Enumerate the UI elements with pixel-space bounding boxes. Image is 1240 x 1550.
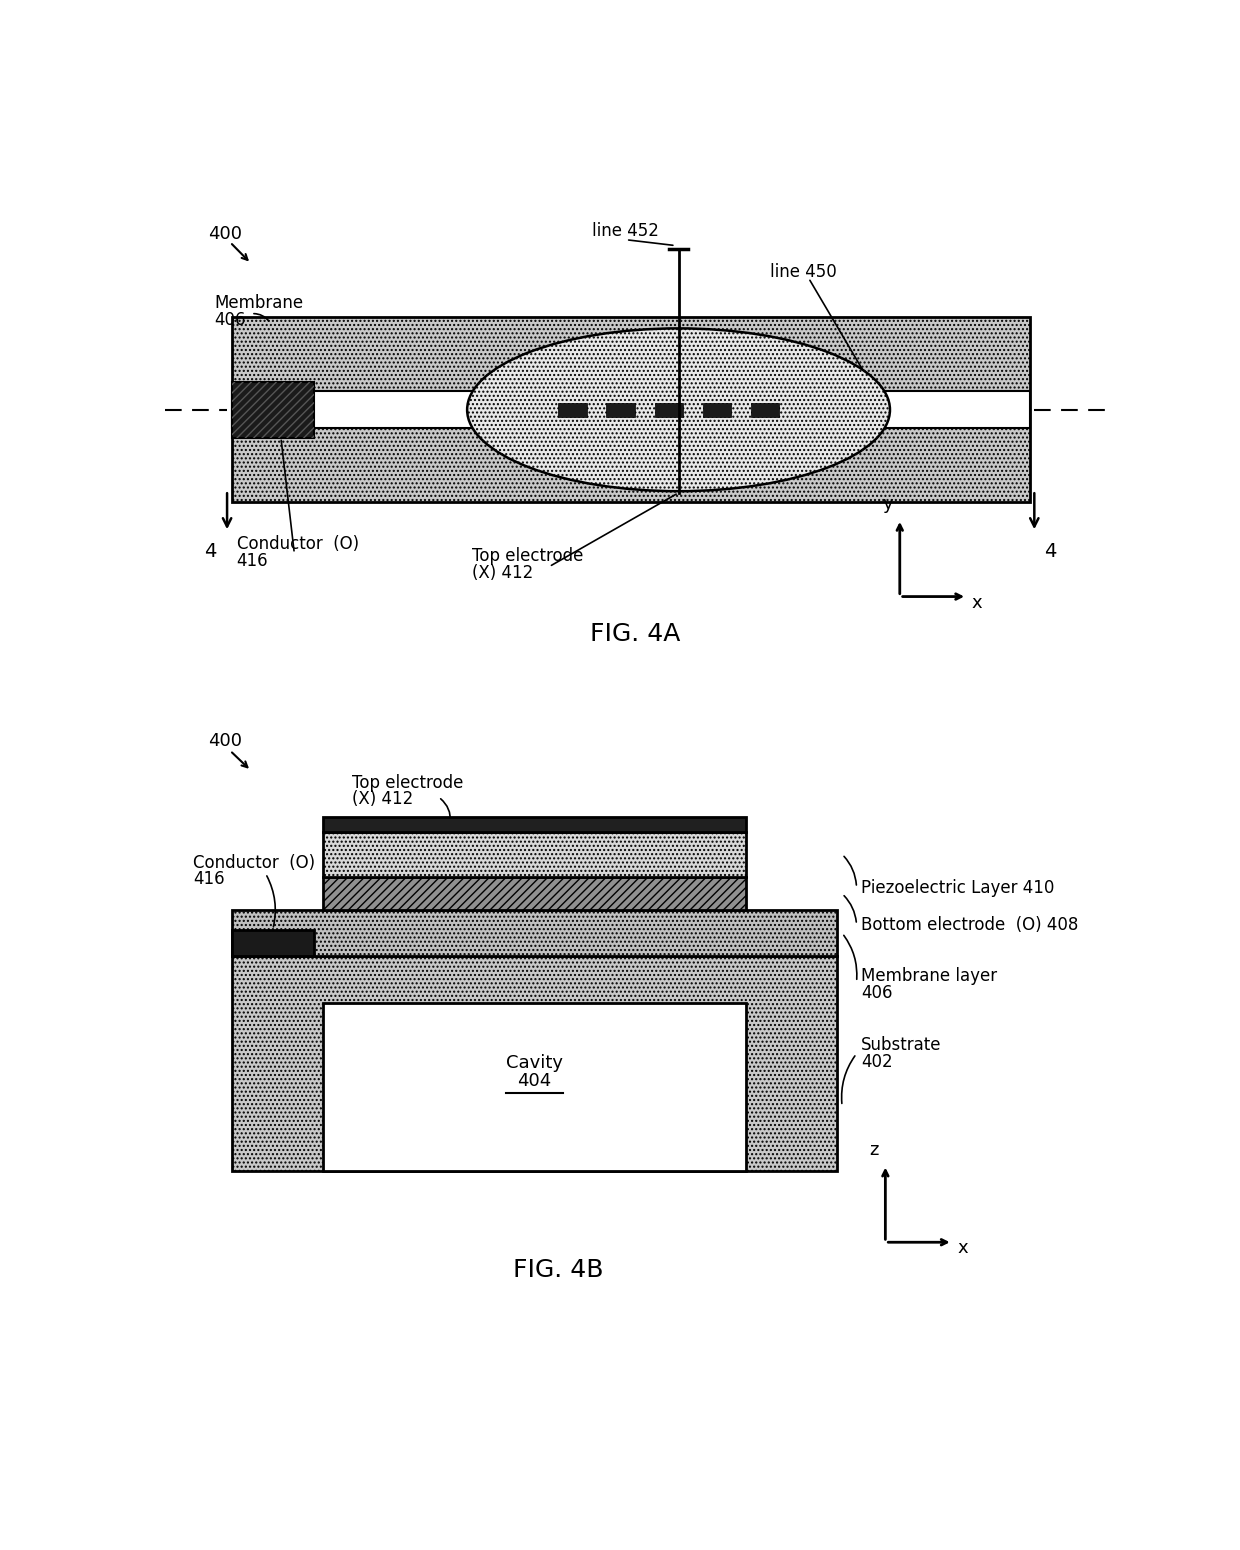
- Text: 400: 400: [208, 732, 242, 750]
- Bar: [232, 381, 314, 437]
- Bar: [324, 1003, 746, 1170]
- Bar: [232, 318, 1029, 502]
- Text: Piezoelectric Layer 410: Piezoelectric Layer 410: [862, 879, 1055, 897]
- Text: Bottom electrode  (O) 408: Bottom electrode (O) 408: [862, 916, 1079, 933]
- Text: z: z: [869, 1141, 878, 1159]
- Text: 4: 4: [1044, 541, 1056, 561]
- Text: 4: 4: [205, 541, 217, 561]
- Bar: [558, 403, 588, 417]
- Bar: [703, 403, 732, 417]
- Bar: [232, 956, 837, 1170]
- Text: 416: 416: [237, 552, 268, 570]
- Text: 400: 400: [208, 225, 242, 243]
- Text: Membrane layer: Membrane layer: [862, 967, 997, 986]
- Bar: [232, 381, 314, 437]
- Bar: [232, 930, 314, 956]
- Text: Conductor  (O): Conductor (O): [193, 854, 315, 871]
- Bar: [324, 877, 746, 910]
- Text: Conductor  (O): Conductor (O): [237, 535, 358, 553]
- Text: (X) 412: (X) 412: [352, 790, 413, 809]
- Text: x: x: [972, 594, 982, 612]
- Text: 406: 406: [862, 984, 893, 1001]
- Text: (X) 412: (X) 412: [472, 564, 533, 581]
- Text: 416: 416: [193, 871, 226, 888]
- Text: line 452: line 452: [593, 222, 660, 240]
- Bar: [324, 817, 746, 832]
- Text: y: y: [883, 494, 894, 513]
- Bar: [606, 403, 635, 417]
- Text: 406: 406: [215, 310, 246, 329]
- Text: Membrane: Membrane: [215, 294, 304, 312]
- Text: x: x: [957, 1238, 968, 1257]
- Ellipse shape: [467, 329, 890, 491]
- Text: Cavity: Cavity: [506, 1054, 563, 1073]
- Bar: [232, 391, 1029, 428]
- Text: Top electrode: Top electrode: [352, 773, 464, 792]
- Text: Top electrode: Top electrode: [472, 547, 584, 566]
- Text: FIG. 4A: FIG. 4A: [590, 622, 681, 645]
- Bar: [750, 403, 780, 417]
- Text: 402: 402: [862, 1052, 893, 1071]
- Text: 404: 404: [517, 1073, 552, 1090]
- Bar: [232, 910, 837, 956]
- Text: FIG. 4B: FIG. 4B: [513, 1257, 604, 1282]
- Bar: [324, 832, 746, 877]
- Text: line 450: line 450: [770, 264, 837, 281]
- Text: Substrate: Substrate: [862, 1037, 942, 1054]
- Bar: [655, 403, 683, 417]
